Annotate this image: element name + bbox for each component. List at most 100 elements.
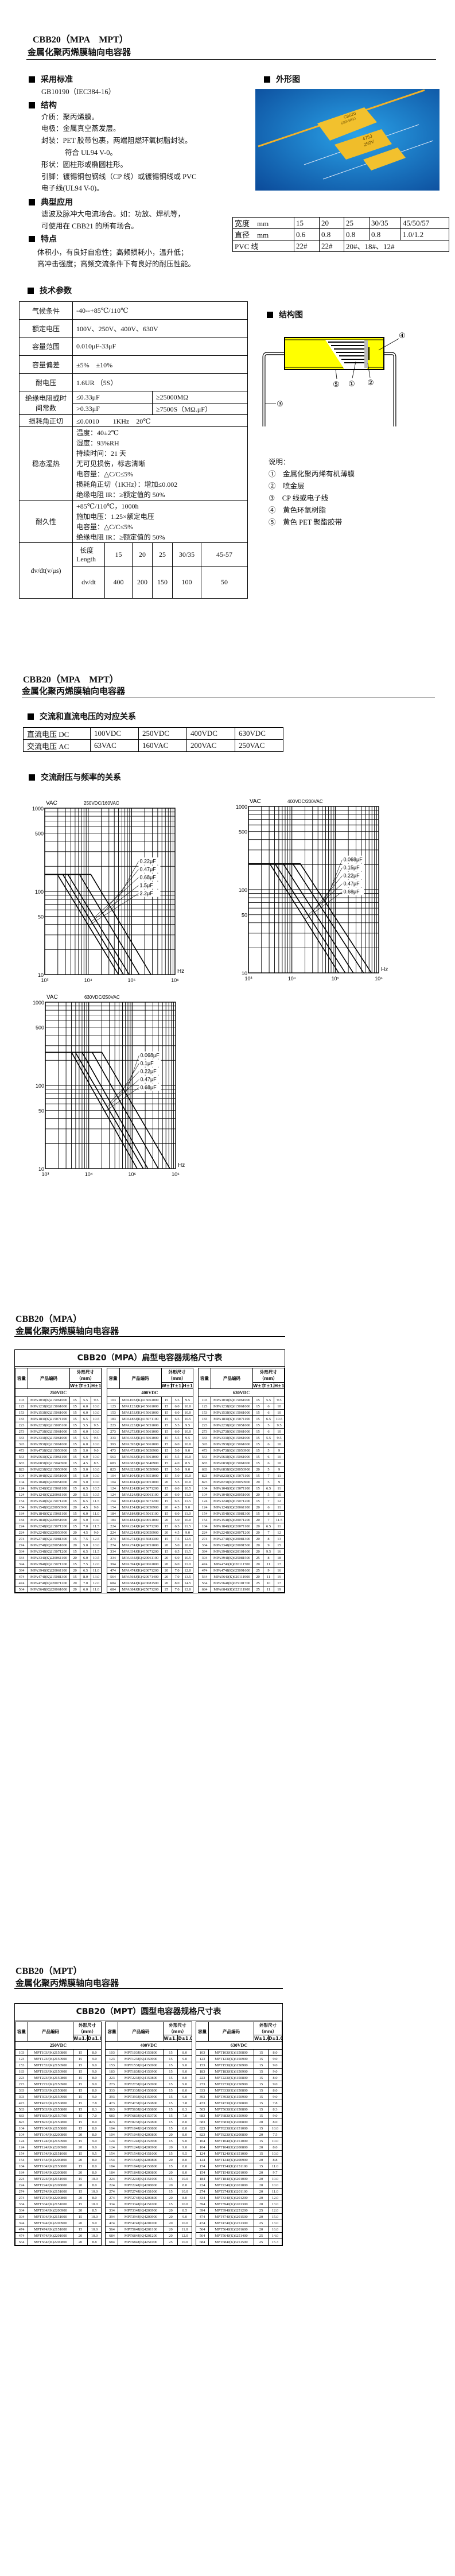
table-row: 104 MPT104J(K)2150800 15 8.0	[15, 2125, 102, 2132]
voltage-group-table: 容量产品编码外形尺寸（mm）W±1.0T±1.0H±1.0400VDC103MP…	[106, 1368, 193, 1593]
width-cell: 15	[73, 2055, 88, 2062]
width-cell: 25	[161, 1586, 172, 1593]
label-bg	[138, 865, 161, 873]
code-cell: MPT223J(K)6150800	[208, 2074, 254, 2081]
application-line: 可使用在 CBB21 的所有场合。	[41, 222, 138, 230]
code-cell: MPT154J(K)2200800	[28, 2156, 73, 2163]
dim-header-w: W±1.0	[161, 1382, 172, 1389]
height-cell: 10.0	[182, 1479, 193, 1485]
code-cell: MPA123J(K)415061000	[119, 1403, 162, 1410]
length-cell: 45-57	[201, 542, 248, 567]
thickness-cell: 6.5	[171, 1523, 183, 1530]
capacity-cell: 683	[198, 1460, 211, 1467]
table-row: 184 MPA184J(K)220051000 20 5.0 10.0	[15, 1516, 102, 1523]
capacity-cell: 184	[105, 2163, 119, 2170]
table-row: 394 MPA394J(K)220061100 20 6.5 11.0	[15, 1567, 102, 1574]
capacity-cell: 124	[195, 2150, 209, 2157]
capacity-cell: 104	[15, 2125, 28, 2132]
code-cell: MPA473J(K)215050900	[28, 1447, 70, 1454]
table-row: 154 MPT154J(K)6151100 15 11.0	[195, 2163, 282, 2170]
code-cell: MPA564J(K)220061000	[28, 1586, 70, 1593]
code-cell: MPA104J(K)620051000	[211, 1491, 253, 1498]
width-cell: 15	[69, 1403, 80, 1410]
diameter-cell: 10.0	[267, 2125, 282, 2132]
code-cell: MPA123J(K)215061000	[28, 1403, 70, 1410]
width-cell: 20	[163, 2144, 178, 2151]
table-row: 容量范围 0.010μF-33μF	[19, 337, 248, 356]
code-cell: MPA823J(K)215050900	[28, 1466, 70, 1473]
capacity-cell: 334	[195, 2194, 209, 2201]
capacity-cell: 153	[106, 1409, 120, 1416]
dim-header-w: W±1.0	[73, 2035, 88, 2042]
capacity-cell: 334	[105, 2201, 119, 2208]
diameter-cell: 7.8	[87, 2100, 102, 2106]
capacity-cell: 474	[15, 2232, 28, 2239]
diameter-cell: 0.8	[319, 228, 344, 240]
table-row: 183 MPT183J(K)2150900 15 9.0	[15, 2068, 102, 2075]
thickness-cell: 5.5	[171, 1422, 183, 1429]
thickness-cell: 6.5	[80, 1567, 91, 1574]
code-cell: MPA223J(K)215005100	[28, 1422, 70, 1429]
row-label: 直径 mm	[232, 228, 294, 240]
width-cell: 20	[69, 1554, 80, 1561]
diameter-cell: 9.0	[87, 2220, 102, 2226]
width-cell: 15	[163, 2081, 178, 2088]
code-cell: MPA683J(K)620050900	[211, 1466, 253, 1473]
capacity-cell: 393	[195, 2093, 209, 2100]
thickness-cell: 6.0	[80, 1453, 91, 1460]
table-row: 683 MPT683J(K)4150700 15 7.0	[105, 2112, 192, 2119]
x-axis-label: Hz	[381, 967, 388, 973]
table-row: 224 MPT224J(K)4151000 15 10.0	[105, 2175, 192, 2182]
dim-header-w: W±1.0	[252, 1382, 263, 1389]
code-cell: MPT683J(K)6200800	[208, 2119, 254, 2125]
thickness-cell: 5.0	[80, 1479, 91, 1485]
height-cell: 8.5	[91, 1460, 102, 1467]
voltage-label: 630VDC	[198, 1388, 285, 1397]
table-row: 473 MPT473J(K)4150800 15 7.8	[105, 2100, 192, 2106]
code-cell: MPT564J(K)6201600	[208, 2226, 254, 2233]
thickness-cell: 5.0	[80, 1516, 91, 1523]
code-cell: MPA224J(K)620071200	[211, 1529, 253, 1536]
capacity-cell: 823	[15, 1466, 28, 1473]
width-cell: 15	[69, 1460, 80, 1467]
thickness-cell: 7	[263, 1472, 274, 1479]
table-row: 交流电压 AC 63VAC 160VAC 200VAC 250VAC	[23, 739, 283, 752]
diameter-cell: 9.0	[87, 2062, 102, 2069]
title-rule	[14, 1336, 285, 1337]
heading-text: 交流和直流电压的对应关系	[40, 712, 136, 721]
voltage-row: 630VDC	[198, 1388, 285, 1397]
table-row: 104 MPA104J(K)215051000 15 5.0 10.0	[15, 1472, 102, 1479]
code-cell: MPA184J(K)220051000	[28, 1516, 70, 1523]
table-row: 直流电压 DC 100VDC 250VDC 400VDC 630VDC	[23, 727, 283, 740]
y-tick-label: 500	[35, 831, 44, 837]
thickness-cell: 6.0	[80, 1554, 91, 1561]
dvdt-cell: 200	[132, 566, 153, 599]
row-label: 交流电压 AC	[23, 739, 91, 752]
table-row: 损耗角正切 ≤0.0010 1KHz 20℃	[19, 414, 248, 427]
thickness-cell: 5.0	[171, 1447, 183, 1454]
code-cell: MPA124J(K)415071200	[119, 1485, 162, 1492]
table-row: 564 MPA564J(K)220061000 20 6.0 11.0	[15, 1586, 102, 1593]
capacity-cell: 154	[195, 2163, 209, 2170]
capacity-cell: 473	[15, 2100, 28, 2106]
table-row: 564 MPA564J(K)625101700 25 10 17	[198, 1580, 285, 1586]
table-row: 103 MPA103J(K)615061000 15 5.5 9.5	[198, 1396, 285, 1403]
width-cell: 15	[163, 2055, 178, 2062]
width-cell: 15	[73, 2087, 88, 2094]
table-row: 104 MPT104J(K)6151000 15 10.0	[195, 2137, 282, 2144]
capacity-cell: 333	[106, 1434, 120, 1441]
table-row: 103 MPT103J(K)2150800 15 8.0	[15, 2049, 102, 2056]
code-cell: MPA474J(K)220071200	[28, 1580, 70, 1586]
code-cell: MPA393J(K)615061000	[211, 1441, 253, 1448]
table-row: 474 MPT474J(K)6201500 20 15.0	[195, 2213, 282, 2220]
length-cell: 25	[152, 542, 173, 567]
label-leader	[88, 893, 139, 926]
diameter-cell: 7.0	[177, 2112, 192, 2119]
heading-text: 技术参数	[40, 286, 72, 296]
param-line: 电容量：△C/C≤5%	[76, 522, 134, 531]
thickness-cell: 7	[263, 1516, 274, 1523]
voltage-group-table: 容量产品编码外形尺寸（mm）W±1.0D±1.0400VDC103MPT103J…	[105, 2022, 192, 2245]
dim-header-d: D±1.0	[177, 2035, 192, 2042]
capacity-cell: 394	[198, 1554, 211, 1561]
param-value: 温度：40±2℃ 湿度：93%RH 持续时间：21 天无可见损伤，标志清晰 电容量：△…	[72, 426, 248, 501]
